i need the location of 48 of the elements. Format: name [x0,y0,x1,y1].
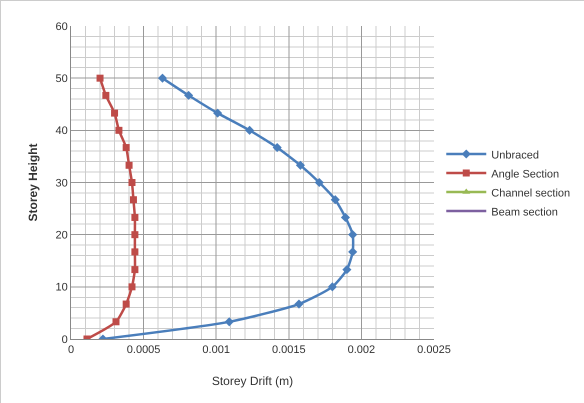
x-tick-label: 0.001 [202,344,230,356]
point [131,231,138,238]
legend-label: Beam section [491,206,558,218]
x-tick-label: 0.0005 [126,344,160,356]
point [348,230,358,240]
point [296,160,305,170]
point [111,110,118,117]
y-tick-label: 0 [62,334,68,346]
point [272,143,282,152]
point [96,74,104,82]
legend-label: Channel section [491,187,570,200]
point [342,265,352,274]
point [131,214,138,221]
y-axis-title: Storey Height [26,143,40,222]
point [115,126,122,134]
legend-label: Unbraced [491,149,539,162]
point [128,283,136,290]
point [328,282,337,292]
point [184,90,194,100]
point [131,266,138,274]
point [224,317,234,326]
y-tick-label: 30 [56,177,68,190]
x-tick-label: 0.002 [348,344,376,356]
point [130,196,137,204]
point [122,144,130,152]
x-axis-title: Storey Drift (m) [212,374,294,388]
point [102,92,110,99]
x-tick-label: 0.0025 [417,344,451,356]
point [340,212,350,222]
y-tick-label: 40 [56,125,68,138]
point [294,300,304,309]
x-tick-label: 0.0015 [272,344,306,356]
point [158,74,168,83]
y-tick-label: 20 [56,230,68,242]
legend-label: Angle Section [491,168,560,180]
y-tick-label: 50 [56,73,68,86]
point [126,162,133,169]
point [213,108,222,118]
point [112,318,120,326]
point [314,178,324,188]
point [348,247,358,256]
point [245,126,254,135]
point [128,179,136,186]
point [131,248,138,256]
y-tick-label: 10 [56,282,68,294]
point [330,195,340,204]
point [122,300,130,308]
y-tick-label: 60 [56,20,68,33]
